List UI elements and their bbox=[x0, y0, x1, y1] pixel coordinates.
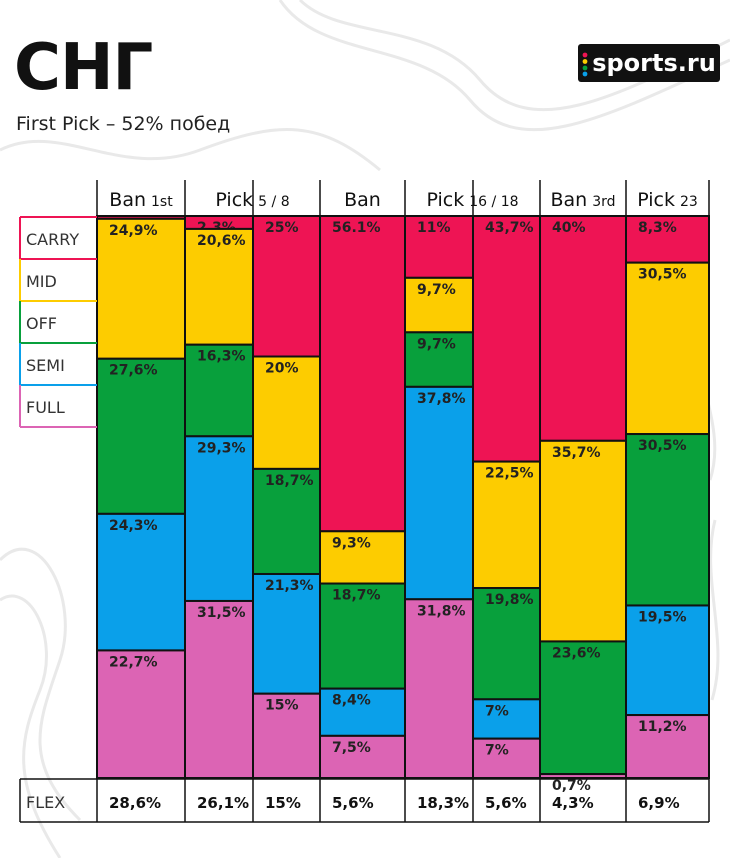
bar-label: 29,3% bbox=[197, 440, 246, 456]
bar-label: 24,3% bbox=[109, 518, 158, 534]
bar-label: 8,4% bbox=[332, 693, 371, 709]
column-header: Pick 16 / 18 bbox=[426, 189, 518, 211]
flex-value: 15% bbox=[265, 794, 301, 812]
table-grid bbox=[19, 180, 710, 823]
column-header: Pick 5 / 8 bbox=[215, 189, 289, 211]
flex-value: 5,6% bbox=[485, 794, 527, 812]
bar-label: 7% bbox=[485, 703, 509, 719]
flex-value: 28,6% bbox=[109, 794, 161, 812]
bar-label: 43,7% bbox=[485, 220, 534, 236]
column-header: Pick 23 bbox=[637, 189, 698, 211]
bar-segment-mid bbox=[472, 460, 541, 590]
bar-segment-off bbox=[252, 467, 321, 575]
legend-entry-off: OFF bbox=[26, 314, 57, 333]
column-header-sub: 3rd bbox=[592, 194, 615, 210]
bar-segment-full bbox=[252, 692, 321, 780]
legend-entry-semi: SEMI bbox=[26, 356, 65, 375]
bar-label: 19,8% bbox=[485, 592, 534, 608]
bar-label: 30,5% bbox=[638, 438, 687, 454]
column-header-main: Ban bbox=[109, 189, 146, 211]
bar-label: 9,7% bbox=[417, 282, 456, 298]
bar-segment-semi bbox=[472, 698, 541, 740]
bar-label: 24,9% bbox=[109, 223, 158, 239]
bar-segment-full bbox=[184, 599, 254, 779]
column-header-main: Ban bbox=[344, 189, 381, 211]
bar-label: 21,3% bbox=[265, 578, 314, 594]
column-header: Ban 3rd bbox=[550, 189, 615, 211]
bar-label: 19,5% bbox=[638, 609, 687, 625]
bar-label: 25% bbox=[265, 220, 299, 236]
column-header-sub: 5 / 8 bbox=[258, 194, 289, 210]
bar-label: 18,7% bbox=[265, 473, 314, 489]
bar-segment-full bbox=[96, 649, 186, 780]
bar-label: 37,8% bbox=[417, 391, 466, 407]
column-header-sub: 23 bbox=[680, 194, 698, 210]
bar-label: 30,5% bbox=[638, 267, 687, 283]
bar-segment-semi bbox=[404, 385, 474, 601]
bar-label: 40% bbox=[552, 220, 586, 236]
column-header-main: Pick bbox=[637, 189, 675, 211]
bar-label: 31,5% bbox=[197, 605, 246, 621]
bar-label: 22,7% bbox=[109, 654, 158, 670]
bar-label: 9,3% bbox=[332, 535, 371, 551]
sports-ru-logo: sports.ru bbox=[578, 44, 720, 82]
bar-segment-carry bbox=[472, 215, 541, 463]
bar-label: 22,5% bbox=[485, 466, 534, 482]
logo-text: sports.ru bbox=[592, 49, 716, 77]
bar-segment-mid bbox=[539, 439, 627, 643]
bar-segment-carry bbox=[319, 215, 406, 533]
flex-value: 4,3% bbox=[552, 794, 594, 812]
column-header-sub: 16 / 18 bbox=[469, 194, 518, 210]
bar-label: 15% bbox=[265, 698, 299, 714]
bar-label: 11,2% bbox=[638, 719, 687, 735]
flex-value: 26,1% bbox=[197, 794, 249, 812]
bar-segment-carry bbox=[539, 215, 627, 442]
column-header-main: Ban bbox=[550, 189, 587, 211]
bar-segment-mid bbox=[96, 217, 186, 360]
page-subtitle: First Pick – 52% побед bbox=[16, 113, 231, 135]
logo-dots-icon bbox=[582, 52, 588, 77]
bar-label: 31,8% bbox=[417, 603, 466, 619]
page-title: СНГ bbox=[14, 31, 153, 105]
bar-label: 0,7% bbox=[552, 778, 591, 794]
flex-value: 18,3% bbox=[417, 794, 469, 812]
bar-label: 8,3% bbox=[638, 220, 677, 236]
bar-label: 7% bbox=[485, 743, 509, 759]
column-header-main: Pick bbox=[215, 189, 253, 211]
bar-label: 16,3% bbox=[197, 349, 246, 365]
bar-label: 20% bbox=[265, 361, 299, 377]
bar-label: 7,5% bbox=[332, 740, 371, 756]
bar-segment-full bbox=[625, 714, 710, 780]
legend-entry-full: FULL bbox=[26, 398, 65, 417]
bar-segment-semi bbox=[625, 604, 710, 717]
column-header-sub: 1st bbox=[151, 194, 173, 210]
flex-value: 6,9% bbox=[638, 794, 680, 812]
legend-entry-carry: CARRY bbox=[26, 230, 79, 249]
bar-label: 9,7% bbox=[417, 336, 456, 352]
column-header: Ban 1st bbox=[109, 189, 173, 211]
bar-label: 20,6% bbox=[197, 233, 246, 249]
bar-label: 56.1% bbox=[332, 220, 381, 236]
bar-segment-off bbox=[625, 433, 710, 607]
bar-label: 35,7% bbox=[552, 445, 601, 461]
bar-segment-carry bbox=[252, 215, 321, 358]
bar-label: 23,6% bbox=[552, 645, 601, 661]
column-header-main: Pick bbox=[426, 189, 464, 211]
bar-segment-off bbox=[96, 357, 186, 515]
bar-label: 11% bbox=[417, 220, 451, 236]
legend-entry-mid: MID bbox=[26, 272, 57, 291]
bar-segment-full bbox=[404, 598, 474, 779]
bar-segment-mid bbox=[319, 530, 406, 585]
bar-segment-semi bbox=[96, 512, 186, 652]
flex-value: 5,6% bbox=[332, 794, 374, 812]
bar-segment-mid bbox=[252, 355, 321, 470]
bar-label: 27,6% bbox=[109, 363, 158, 379]
column-header: Ban bbox=[344, 189, 381, 211]
flex-row-label: FLEX bbox=[26, 793, 65, 812]
bar-segment-semi bbox=[184, 435, 254, 602]
bar-label: 18,7% bbox=[332, 588, 381, 604]
bar-segment-mid bbox=[625, 261, 710, 436]
